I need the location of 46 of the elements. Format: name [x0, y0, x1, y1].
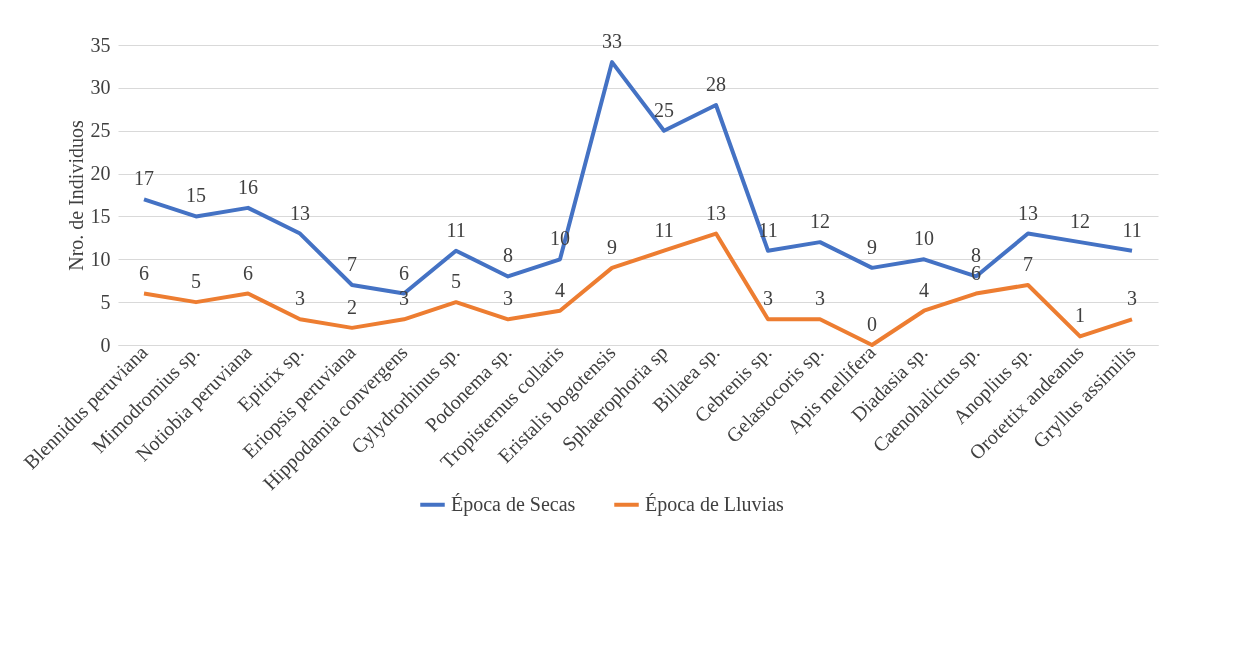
y-tick-label: 10 [90, 247, 111, 270]
y-tick-label: 35 [90, 33, 111, 56]
data-label: 16 [238, 175, 258, 198]
data-label: 2 [347, 295, 357, 318]
data-label: 28 [706, 73, 726, 95]
legend-label: Época de Lluvias [645, 492, 785, 516]
data-label: 1 [1075, 304, 1085, 327]
legend-label: Época de Secas [451, 492, 576, 516]
y-axis-title: Nro. de Individuos [64, 120, 87, 271]
y-tick-label: 25 [90, 119, 111, 142]
data-label: 3 [503, 287, 513, 310]
data-label: 33 [602, 30, 622, 53]
y-tick-label: 15 [90, 204, 111, 227]
data-label: 11 [1122, 218, 1142, 241]
data-label: 4 [919, 278, 929, 301]
y-tick-label: 30 [90, 76, 111, 99]
data-label: 5 [191, 270, 201, 293]
data-label: 9 [607, 235, 617, 258]
data-label: 4 [555, 278, 565, 301]
data-label: 6 [243, 261, 253, 284]
data-label: 8 [503, 244, 513, 267]
data-label: 7 [1023, 253, 1033, 275]
data-label: 3 [763, 287, 773, 310]
y-tick-label: 20 [90, 162, 111, 185]
data-label: 10 [914, 227, 934, 250]
data-label: 12 [1070, 210, 1090, 233]
data-label: 6 [139, 261, 149, 284]
data-label: 15 [186, 184, 206, 207]
data-label: 9 [867, 235, 877, 258]
data-label: 17 [134, 167, 154, 190]
data-label: 8 [971, 244, 981, 267]
data-label: 7 [347, 253, 357, 275]
data-label: 3 [815, 287, 825, 310]
data-label: 13 [706, 201, 726, 224]
data-label: 11 [446, 218, 466, 241]
data-label: 13 [1018, 201, 1038, 224]
data-label: 3 [295, 287, 305, 310]
data-label: 0 [867, 313, 877, 335]
data-label: 5 [451, 270, 461, 293]
data-label: 13 [290, 201, 310, 224]
data-label: 25 [654, 98, 674, 121]
data-label: 3 [1127, 287, 1137, 310]
data-label: 12 [810, 210, 830, 233]
data-label: 6 [399, 261, 409, 284]
y-tick-label: 5 [100, 290, 111, 313]
data-label: 11 [654, 218, 674, 241]
